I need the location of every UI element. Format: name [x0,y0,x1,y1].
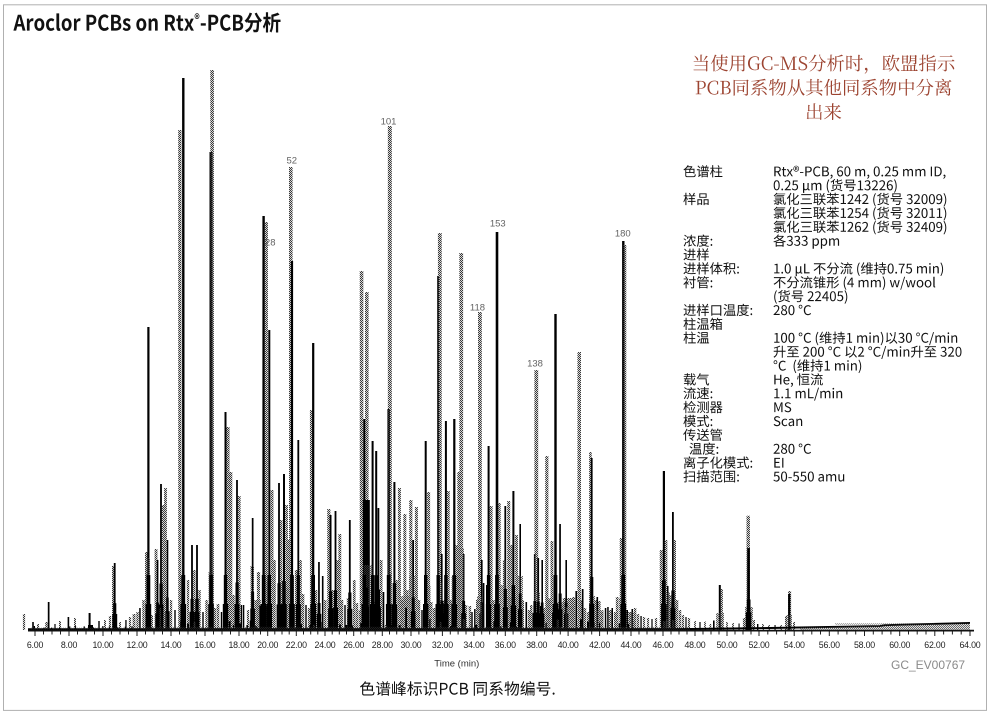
svg-text:GC_EV00767: GC_EV00767 [891,658,965,672]
svg-text:14.00: 14.00 [160,640,181,650]
svg-text:101: 101 [381,117,397,128]
svg-text:44.00: 44.00 [620,640,641,650]
svg-text:28: 28 [265,238,276,249]
svg-text:56.00: 56.00 [819,640,840,650]
svg-text:18.00: 18.00 [228,640,249,650]
svg-text:8.00: 8.00 [61,640,78,650]
svg-text:138: 138 [527,359,543,370]
svg-text:180: 180 [615,229,631,240]
svg-text:36.00: 36.00 [495,640,516,650]
svg-text:34.00: 34.00 [463,640,484,650]
svg-text:30.00: 30.00 [400,640,421,650]
svg-text:54.00: 54.00 [784,640,805,650]
svg-text:12.00: 12.00 [126,640,147,650]
svg-text:22.00: 22.00 [286,640,307,650]
svg-text:16.00: 16.00 [194,640,215,650]
svg-text:Time (min): Time (min) [434,659,479,670]
svg-text:20.00: 20.00 [257,640,278,650]
svg-text:64.00: 64.00 [959,640,980,650]
svg-text:42.00: 42.00 [589,640,610,650]
svg-text:118: 118 [470,303,485,314]
svg-text:58.00: 58.00 [854,640,875,650]
svg-text:10.00: 10.00 [92,640,113,650]
svg-text:48.00: 48.00 [684,640,705,650]
svg-text:52.00: 52.00 [748,640,769,650]
svg-text:24.00: 24.00 [314,640,335,650]
svg-text:62.00: 62.00 [924,640,945,650]
svg-text:26.00: 26.00 [343,640,364,650]
svg-text:52: 52 [287,156,298,167]
svg-text:32.00: 32.00 [432,640,453,650]
svg-text:6.00: 6.00 [27,640,44,650]
svg-text:40.00: 40.00 [558,640,579,650]
svg-text:60.00: 60.00 [889,640,910,650]
svg-text:153: 153 [490,219,506,230]
svg-text:38.00: 38.00 [526,640,547,650]
svg-text:46.00: 46.00 [652,640,673,650]
svg-text:28.00: 28.00 [372,640,393,650]
svg-text:50.00: 50.00 [716,640,737,650]
